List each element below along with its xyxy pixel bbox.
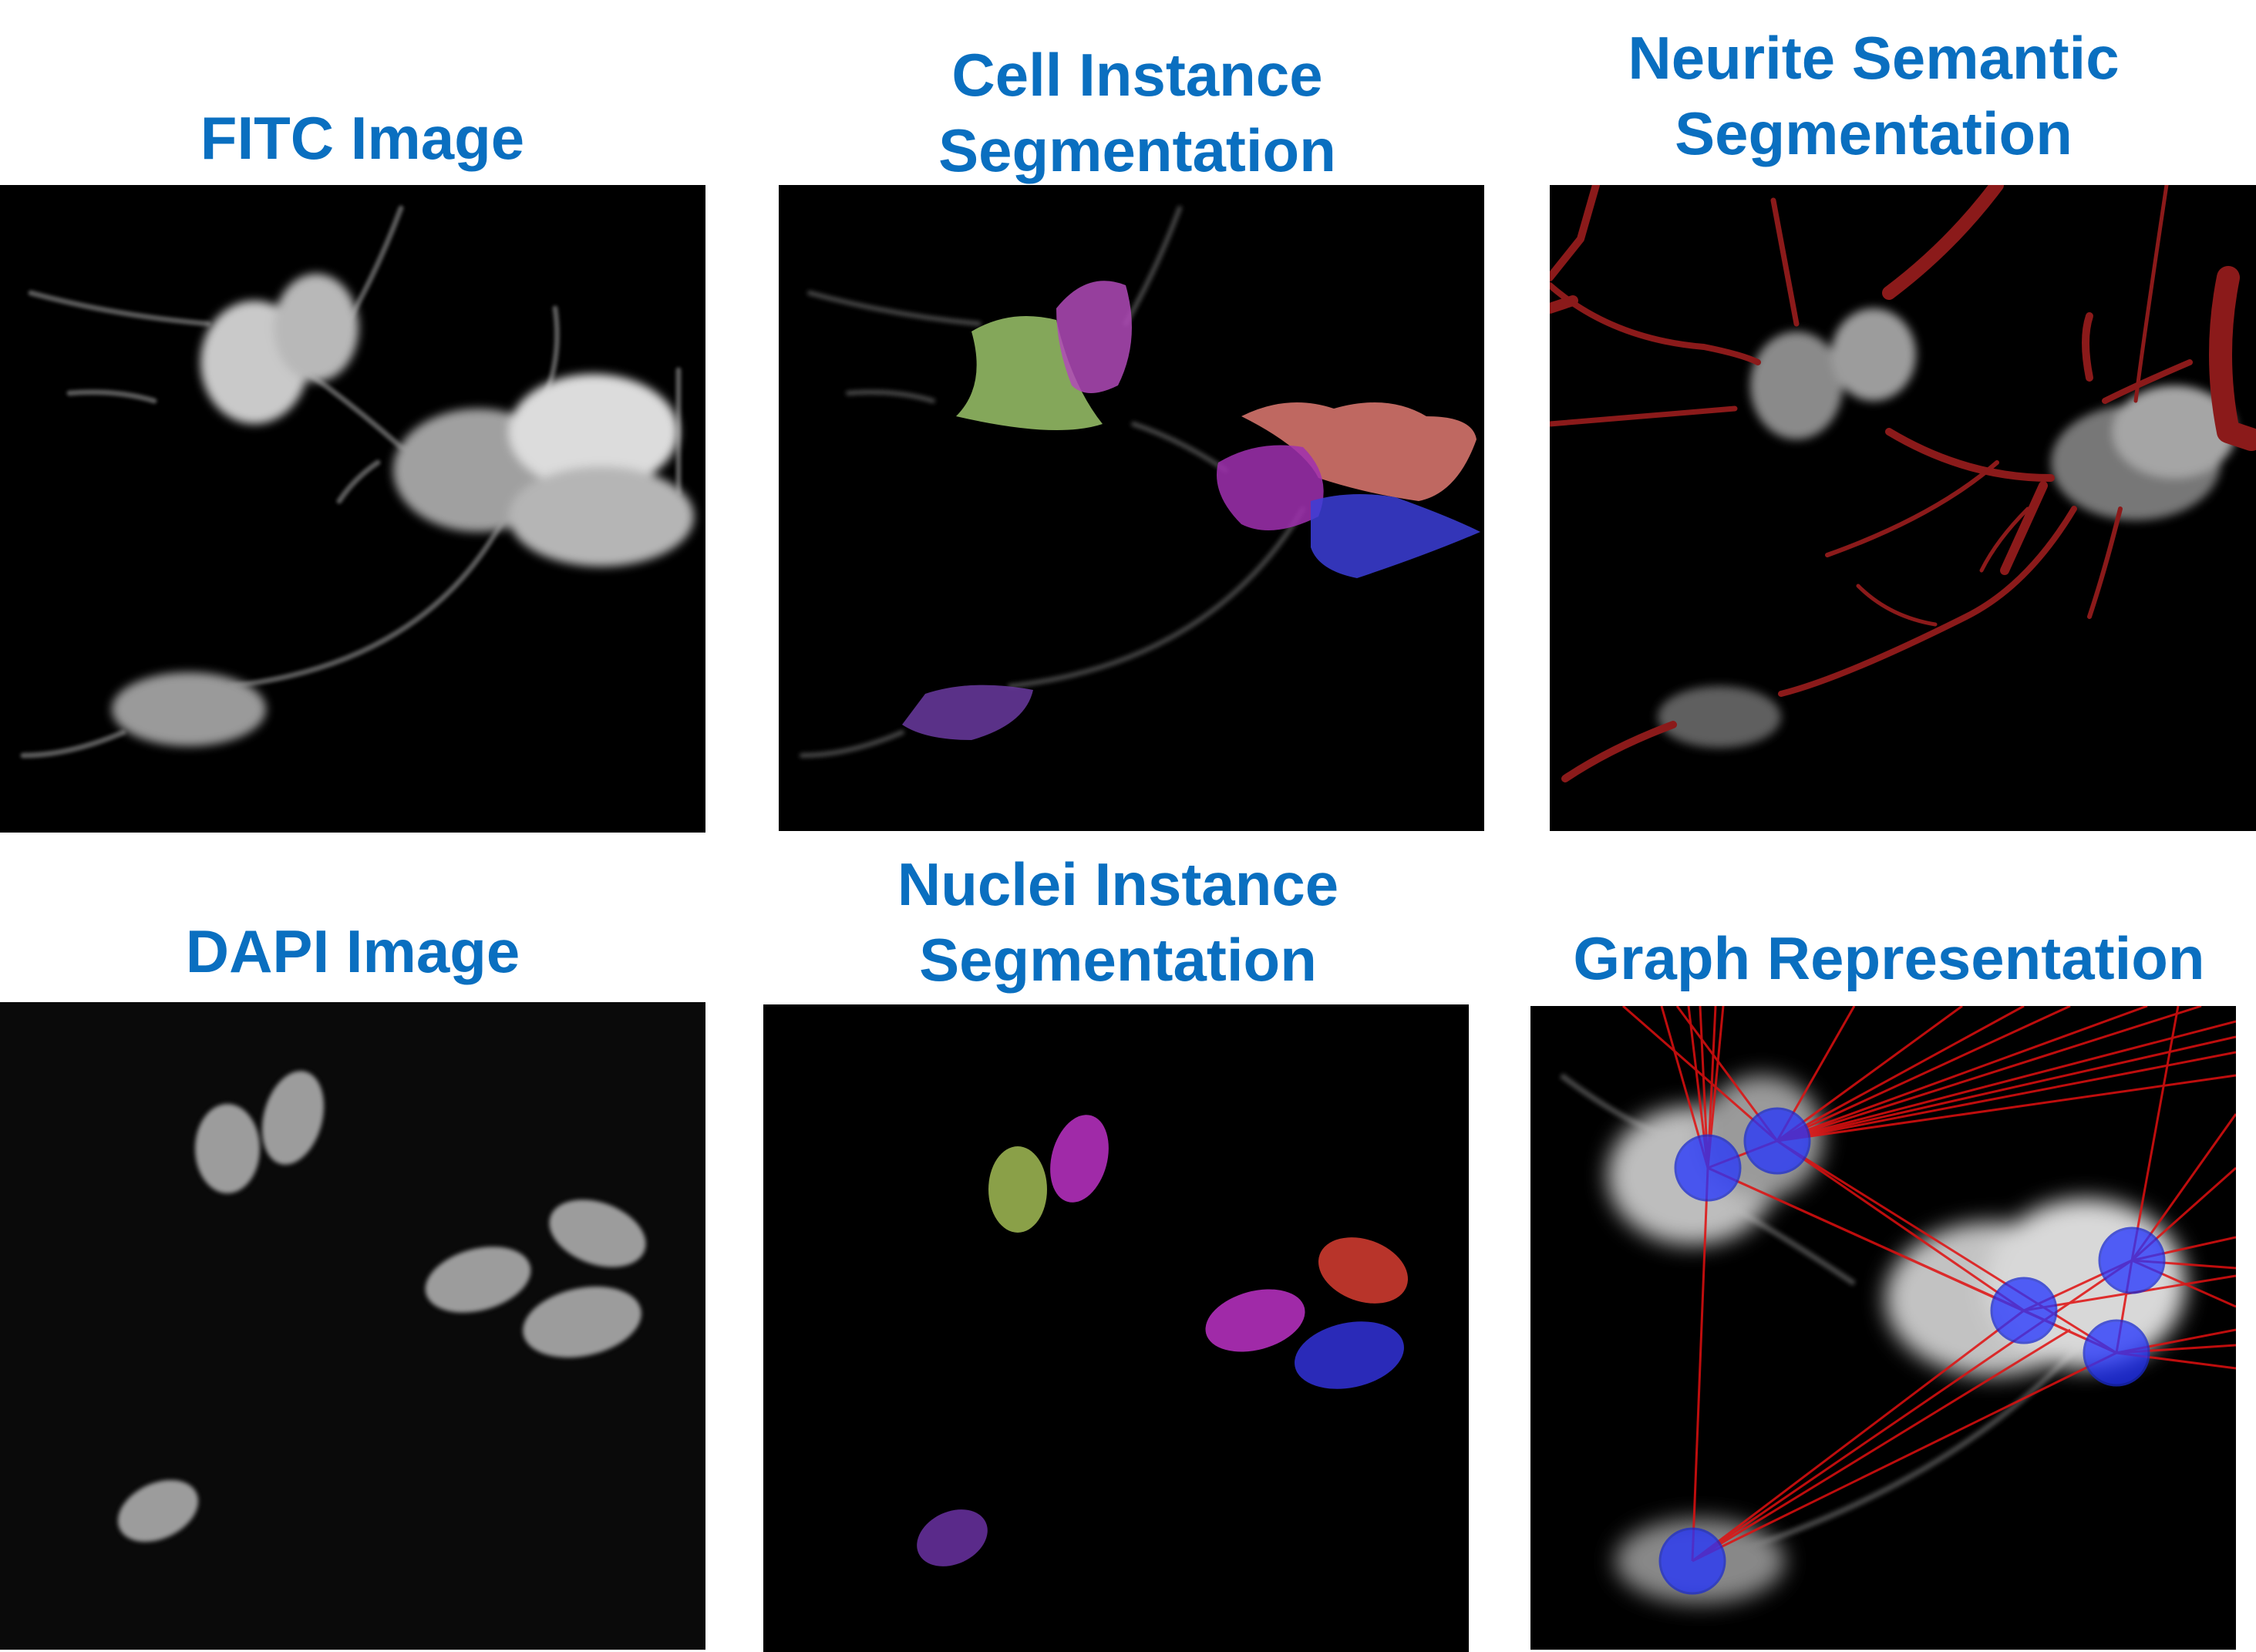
graph-node <box>2099 1228 2164 1293</box>
nuclei-instance-title: Nuclei Instance Segmentation <box>763 846 1473 998</box>
nucleus-mask-blue <box>1288 1312 1410 1398</box>
dapi-nucleus <box>195 1104 260 1193</box>
nuclei-instance-panel <box>763 1004 1469 1652</box>
nucleus-mask-magenta-mid <box>1198 1279 1312 1362</box>
cell-mask-violet <box>902 685 1033 740</box>
dapi-title: DAPI Image <box>0 913 705 989</box>
dapi-image-panel <box>0 1002 705 1650</box>
fitc-title-line: FITC Image <box>0 100 725 176</box>
nucleus-mask-green <box>988 1146 1047 1233</box>
fitc-image <box>0 185 705 833</box>
graph-node <box>1745 1109 1810 1173</box>
neurite-semantic-image <box>1550 185 2256 831</box>
graph-node <box>1992 1278 2056 1343</box>
cell-instance-title: Cell Instance Segmentation <box>779 37 1496 188</box>
graph-node <box>2084 1321 2149 1385</box>
nuclei-instance-title-line-2: Segmentation <box>763 922 1473 998</box>
cell-instance-image <box>779 185 1484 831</box>
graph-node <box>1675 1136 1740 1200</box>
graph-representation-image <box>1530 1006 2236 1650</box>
graph-representation-panel <box>1530 1006 2236 1650</box>
dapi-image <box>0 1002 705 1650</box>
graph-representation-title-line: Graph Representation <box>1534 920 2244 996</box>
nuclei-instance-title-line-1: Nuclei Instance <box>763 846 1473 922</box>
cell-mask-blue <box>1311 494 1480 578</box>
nuclei-instance-image <box>763 1004 1469 1652</box>
cell-instance-title-line-2: Segmentation <box>779 113 1496 188</box>
cell-instance-panel <box>779 185 1484 831</box>
neurite-semantic-title-line-1: Neurite Semantic <box>1550 20 2197 96</box>
neurite-semantic-title-line-2: Segmentation <box>1550 96 2197 171</box>
nucleus-mask-red <box>1309 1226 1417 1315</box>
neurite-semantic-panel <box>1550 185 2256 831</box>
cell-instance-title-line-1: Cell Instance <box>779 37 1496 113</box>
nucleus-mask-violet <box>907 1499 997 1577</box>
nucleus-mask-magenta-top <box>1041 1109 1118 1210</box>
dapi-title-line: DAPI Image <box>0 913 705 989</box>
fitc-title: FITC Image <box>0 100 725 176</box>
cell-mask-magenta-mid <box>1217 446 1324 531</box>
graph-representation-title: Graph Representation <box>1534 920 2244 996</box>
graph-node <box>1660 1529 1725 1593</box>
fitc-image-panel <box>0 185 705 833</box>
neurite-semantic-title: Neurite Semantic Segmentation <box>1550 20 2197 171</box>
